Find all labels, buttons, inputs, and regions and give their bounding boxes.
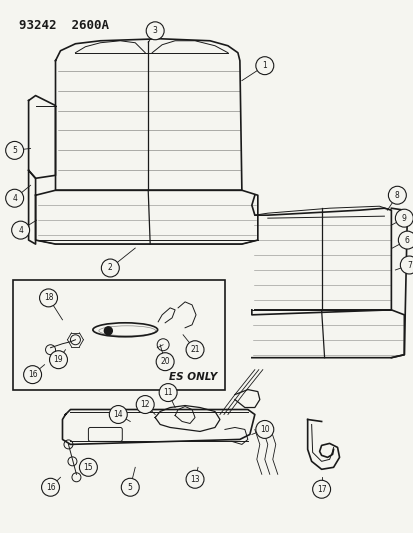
Text: 10: 10	[259, 425, 269, 434]
Circle shape	[136, 395, 154, 414]
Text: 2: 2	[108, 263, 112, 272]
Circle shape	[121, 478, 139, 496]
Circle shape	[397, 231, 413, 249]
Text: 16: 16	[28, 370, 37, 379]
Text: 20: 20	[160, 357, 170, 366]
Text: 13: 13	[190, 475, 199, 484]
Circle shape	[394, 209, 412, 227]
Text: 1: 1	[262, 61, 266, 70]
Circle shape	[312, 480, 330, 498]
Circle shape	[255, 421, 273, 439]
Circle shape	[387, 186, 405, 204]
Text: 11: 11	[163, 388, 173, 397]
Circle shape	[156, 353, 174, 370]
Text: 4: 4	[12, 193, 17, 203]
Text: 16: 16	[45, 483, 55, 492]
Text: 8: 8	[394, 191, 399, 200]
Circle shape	[185, 341, 204, 359]
Circle shape	[185, 470, 204, 488]
Text: 7: 7	[406, 261, 411, 270]
Text: 12: 12	[140, 400, 150, 409]
Circle shape	[255, 56, 273, 75]
Circle shape	[101, 259, 119, 277]
Text: 21: 21	[190, 345, 199, 354]
Bar	[13, 280, 224, 390]
Text: 4: 4	[18, 225, 23, 235]
Circle shape	[24, 366, 41, 384]
Circle shape	[159, 384, 177, 401]
Circle shape	[399, 256, 413, 274]
Text: ES ONLY: ES ONLY	[169, 372, 216, 382]
Circle shape	[6, 189, 24, 207]
Circle shape	[146, 22, 164, 40]
Text: 19: 19	[54, 355, 63, 364]
Text: 18: 18	[44, 293, 53, 302]
Text: 15: 15	[83, 463, 93, 472]
Text: 17: 17	[316, 484, 325, 494]
Circle shape	[50, 351, 67, 369]
Circle shape	[109, 406, 127, 424]
Text: 9: 9	[401, 214, 406, 223]
Circle shape	[6, 141, 24, 159]
Text: 5: 5	[12, 146, 17, 155]
Text: 93242  2600A: 93242 2600A	[19, 19, 108, 32]
Text: 3: 3	[152, 26, 157, 35]
Text: 5: 5	[128, 483, 133, 492]
Circle shape	[40, 289, 57, 307]
Circle shape	[79, 458, 97, 477]
Circle shape	[41, 478, 59, 496]
Circle shape	[104, 327, 112, 335]
Circle shape	[12, 221, 29, 239]
Text: 14: 14	[113, 410, 123, 419]
Text: 6: 6	[404, 236, 409, 245]
